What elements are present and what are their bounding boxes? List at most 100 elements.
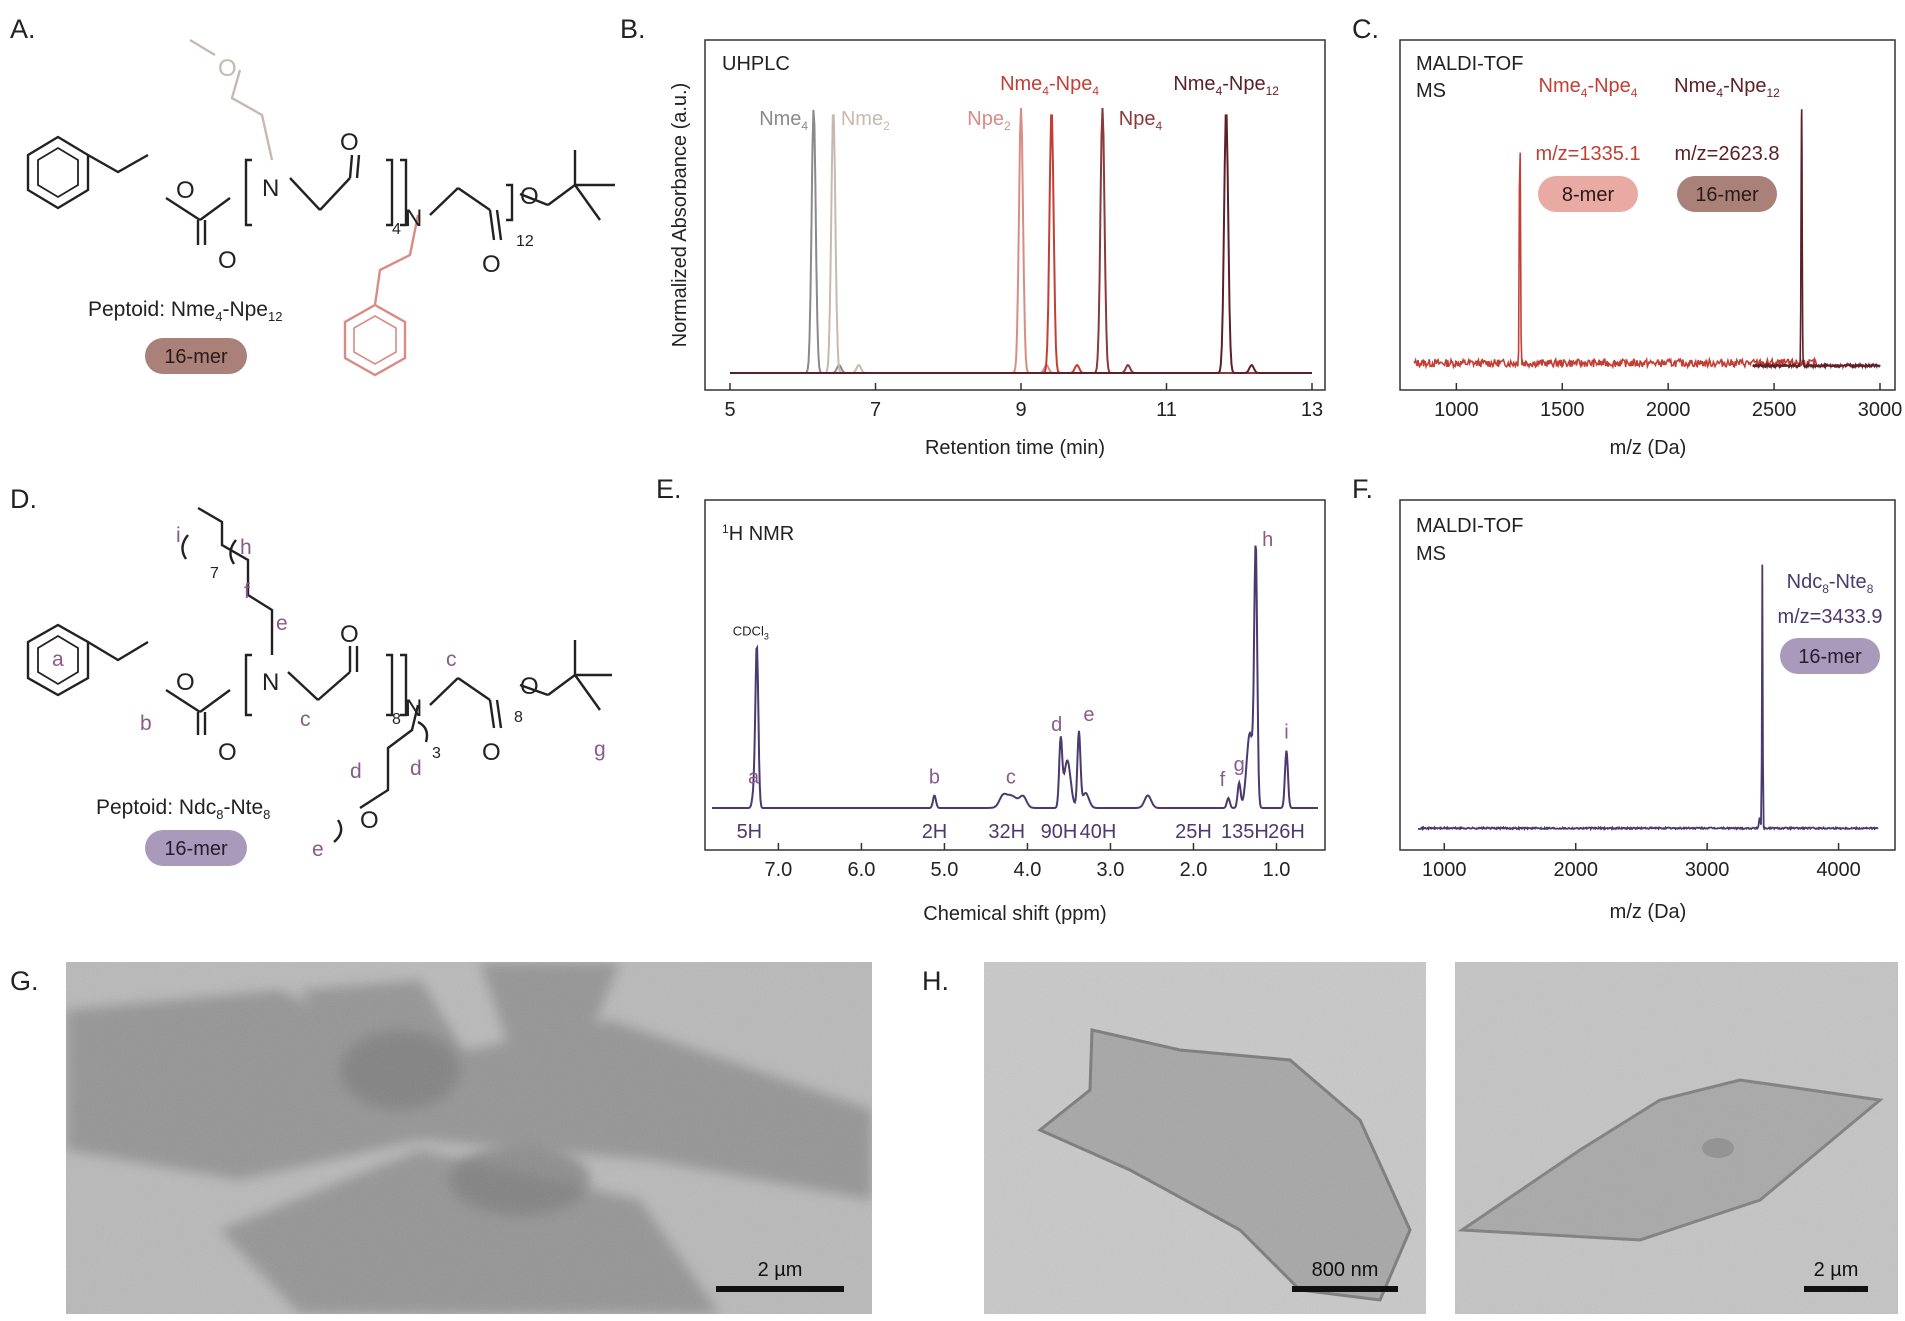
sub-8-d1: 8 xyxy=(392,711,401,728)
scale-bar-h2 xyxy=(1804,1286,1868,1292)
label-d-a: a xyxy=(52,648,64,671)
chart-c-mz-Nme4-Npe12: m/z=2623.8 xyxy=(1674,143,1779,165)
chart-e-integral-2: 32H xyxy=(988,821,1025,843)
atom-o-methoxy: O xyxy=(218,55,237,82)
label-d-i: i xyxy=(176,524,181,547)
chart-b: UHPLC Normalized Absorbance (a.u.) Reten… xyxy=(669,39,1326,459)
panel-label-g: G. xyxy=(10,966,39,996)
atom-n-a1: N xyxy=(262,175,279,202)
chart-e-peak-label-i: i xyxy=(1284,722,1288,744)
atom-o-d3: O xyxy=(340,621,359,648)
chart-c-badge-Nme4-Npe12 xyxy=(1677,176,1777,212)
structure-a xyxy=(26,38,615,377)
chart-b-tick-label-3: 11 xyxy=(1156,399,1177,421)
chart-c-label-Nme4-Npe12: Nme4-Npe12 xyxy=(1674,75,1780,100)
scale-bar-g xyxy=(716,1286,844,1292)
chart-e-tick-label-0: 7.0 xyxy=(765,859,793,881)
panel-label-c: C. xyxy=(1352,14,1379,44)
chart-e-integral-7: 26H xyxy=(1268,821,1305,843)
panel-label-f: F. xyxy=(1352,474,1373,504)
chart-e-integral-1: 2H xyxy=(922,821,948,843)
atom-o-a2: O xyxy=(218,247,237,274)
label-d-f: f xyxy=(244,580,250,603)
scale-bar-h1 xyxy=(1292,1286,1398,1292)
chart-b-label-Nme4: Nme4 xyxy=(759,108,808,133)
chart-f-tick-label-3: 4000 xyxy=(1816,859,1861,881)
chart-e: 1H NMR Chemical shift (ppm) 7.0 6.0 5.0 4.0… xyxy=(704,499,1326,925)
chart-c-label-Nme4-Npe4: Nme4-Npe4 xyxy=(1539,75,1638,100)
sub-3-d: 3 xyxy=(432,745,441,762)
atom-o-a4: O xyxy=(482,251,501,278)
badge-a-label: 16-mer xyxy=(164,346,228,368)
chart-f-title: MALDI-TOF xyxy=(1416,515,1523,537)
benzene-ring-a xyxy=(26,135,90,210)
chart-e-peak-label-g: g xyxy=(1234,754,1245,776)
chart-f-label-Ndc8-Nte8: Ndc8-Nte8 xyxy=(1787,571,1874,596)
chart-b-title: UHPLC xyxy=(722,53,790,75)
sub-4-a: 4 xyxy=(392,221,401,238)
chart-e-frame xyxy=(704,499,1326,851)
panel-label-a: A. xyxy=(10,14,36,44)
chart-e-peak-label-e: e xyxy=(1083,704,1094,726)
atom-o-a5: O xyxy=(520,183,539,210)
label-d-d1: d xyxy=(350,760,362,783)
chart-b-xlabel: Retention time (min) xyxy=(925,437,1105,459)
label-d-e2: e xyxy=(312,838,324,861)
badge-a xyxy=(145,338,247,374)
label-d-c1: c xyxy=(300,708,311,731)
chart-b-label-Nme2: Nme2 xyxy=(841,108,890,133)
panel-label-e: E. xyxy=(656,474,682,504)
chart-c-xlabel: m/z (Da) xyxy=(1610,437,1687,459)
chart-e-tick-label-5: 2.0 xyxy=(1180,859,1208,881)
chart-e-peak-label-h: h xyxy=(1262,529,1273,551)
chart-f-tick-label-2: 3000 xyxy=(1685,859,1730,881)
chart-e-peak-label-a: a xyxy=(748,767,760,789)
chart-c-tick-label-3: 2500 xyxy=(1752,399,1797,421)
chart-c-trace-Nme4-Npe12 xyxy=(1752,109,1881,371)
label-d-h: h xyxy=(240,536,252,559)
chart-e-integral-6: 135H xyxy=(1221,821,1269,843)
chart-f-mz-Ndc8-Nte8: m/z=3433.9 xyxy=(1777,606,1882,628)
chart-e-integral-3: 90H xyxy=(1041,821,1078,843)
chart-e-xlabel: Chemical shift (ppm) xyxy=(923,903,1106,925)
chart-b-tick-label-4: 13 xyxy=(1301,399,1323,421)
tem-image-g: 2 µm xyxy=(66,962,872,1314)
chart-e-solvent-label: CDCl3 xyxy=(733,624,769,642)
tem-image-h2: 2 µm xyxy=(1455,962,1898,1314)
chart-b-label-Nme4-Npe12: Nme4-Npe12 xyxy=(1173,73,1279,98)
chart-c-frame xyxy=(1399,39,1896,391)
tem-image-h1: 800 nm xyxy=(984,962,1426,1314)
chart-c-tick-label-2: 2000 xyxy=(1646,399,1691,421)
chart-e-peak-label-f: f xyxy=(1220,769,1226,791)
atom-o-d4: O xyxy=(482,739,501,766)
chart-c-badge-label-Nme4-Npe12: 16-mer xyxy=(1695,184,1759,206)
chart-e-tick-label-3: 4.0 xyxy=(1014,859,1042,881)
atom-n-a2: N xyxy=(405,205,422,232)
chart-f-badge-label-Ndc8-Nte8: 16-mer xyxy=(1798,646,1862,668)
chart-e-integral-4: 40H xyxy=(1080,821,1117,843)
panel-label-b: B. xyxy=(620,14,646,44)
chart-e-tick-label-2: 5.0 xyxy=(931,859,959,881)
chart-e-trace xyxy=(712,545,1318,809)
label-d-d2: d xyxy=(410,757,422,780)
chart-f-trace-Ndc8-Nte8 xyxy=(1418,564,1879,832)
label-d-b: b xyxy=(140,712,152,735)
atom-o-d2: O xyxy=(218,739,237,766)
chart-e-title: 1H NMR xyxy=(722,522,794,545)
chart-c-mz-Nme4-Npe4: m/z=1335.1 xyxy=(1535,143,1640,165)
chart-b-ylabel: Normalized Absorbance (a.u.) xyxy=(669,83,691,348)
caption-d: Peptoid: Ndc8-Nte8 xyxy=(96,796,270,822)
chart-c-tick-label-0: 1000 xyxy=(1434,399,1479,421)
chart-e-tick-label-1: 6.0 xyxy=(848,859,876,881)
scale-label-g: 2 µm xyxy=(758,1259,803,1281)
chart-e-peak-label-d: d xyxy=(1051,714,1062,736)
label-d-g: g xyxy=(594,738,606,761)
chart-f: MALDI-TOF MS m/z (Da) 1000 2000 3000 4000 N… xyxy=(1399,499,1896,923)
atom-o-d1: O xyxy=(176,669,195,696)
chart-b-frame xyxy=(704,39,1326,391)
atom-o-a1: O xyxy=(176,177,195,204)
atom-o-d5: O xyxy=(520,673,539,700)
chart-f-xlabel: m/z (Da) xyxy=(1610,901,1687,923)
chart-c-tick-label-4: 3000 xyxy=(1858,399,1903,421)
atom-o-d6: O xyxy=(360,807,379,834)
